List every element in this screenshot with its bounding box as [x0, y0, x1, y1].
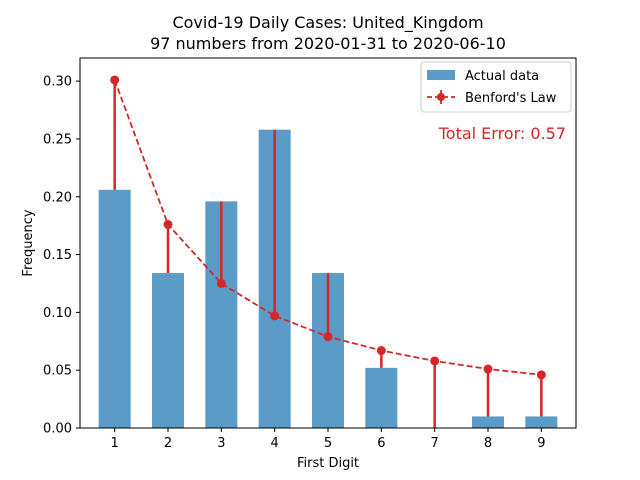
- benford-point-7: [430, 356, 440, 366]
- y-tick-label: 0.05: [43, 364, 72, 379]
- benford-point-8: [483, 364, 493, 374]
- x-tick-label: 2: [164, 436, 172, 451]
- benford-point-1: [110, 75, 120, 85]
- bar-digit-1: [98, 189, 131, 428]
- legend-label-benford: Benford's Law: [465, 91, 557, 106]
- x-tick-label: 7: [431, 436, 439, 451]
- y-tick-label: 0.15: [43, 248, 72, 263]
- x-tick-label: 6: [377, 436, 385, 451]
- benford-point-2: [163, 220, 173, 229]
- benford-point-5: [323, 332, 333, 342]
- x-tick-label: 8: [484, 436, 492, 451]
- x-tick-label: 1: [111, 436, 119, 451]
- y-tick-label: 0.20: [43, 190, 72, 205]
- benford-line-group: [110, 75, 546, 380]
- y-tick-label: 0.10: [43, 306, 72, 321]
- legend: Actual data Benford's Law: [420, 61, 572, 113]
- bar-digit-2: [152, 273, 184, 428]
- y-tick-label: 0.00: [43, 422, 72, 437]
- bar-digit-8: [472, 416, 504, 428]
- chart-title: Covid-19 Daily Cases: United_Kingdom: [172, 13, 483, 33]
- y-tick-label: 0.30: [43, 75, 72, 90]
- benford-point-3: [216, 278, 226, 288]
- benford-point-4: [270, 311, 280, 321]
- chart-subtitle: 97 numbers from 2020-01-31 to 2020-06-10: [150, 34, 506, 53]
- legend-label-actual: Actual data: [465, 69, 539, 84]
- benford-point-9: [536, 370, 546, 380]
- y-tick-label: 0.25: [43, 132, 72, 147]
- total-error-annotation: Total Error: 0.57: [438, 124, 566, 143]
- legend-bar-swatch: [427, 70, 455, 80]
- legend-marker-swatch: [437, 93, 445, 101]
- x-tick-label: 4: [271, 436, 279, 451]
- bar-digit-6: [365, 367, 398, 428]
- x-tick-label: 9: [537, 436, 545, 451]
- bar-digit-9: [525, 416, 558, 428]
- y-axis-label: Frequency: [21, 209, 36, 276]
- x-tick-label: 5: [324, 436, 332, 451]
- x-axis: 1 2 3 4 5 6 7 8 9: [111, 428, 545, 451]
- benford-point-6: [376, 346, 386, 356]
- y-axis: 0.00 0.05 0.10 0.15 0.20 0.25 0.30: [43, 75, 80, 437]
- x-axis-label: First Digit: [297, 456, 359, 471]
- x-tick-label: 3: [217, 436, 225, 451]
- legend-box: [420, 61, 572, 113]
- difference-stems-group: [113, 79, 543, 428]
